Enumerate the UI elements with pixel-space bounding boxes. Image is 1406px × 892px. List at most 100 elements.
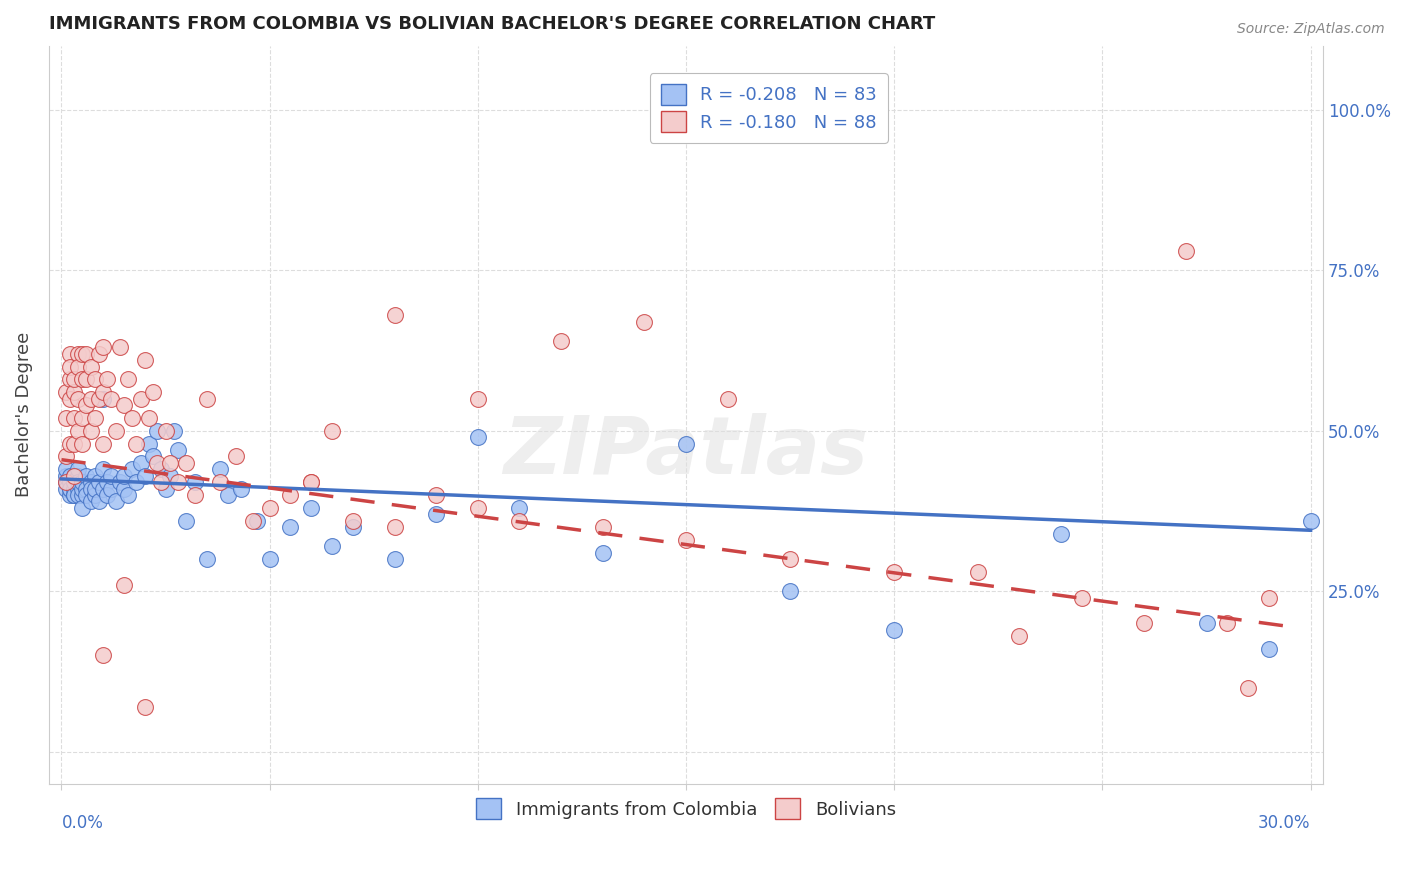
Point [208, 475, 231, 490]
Point [675, 436, 697, 450]
Point [87, 347, 110, 361]
Point [67, 347, 90, 361]
Point [79, 359, 101, 374]
Point [55, 482, 77, 496]
Point [59, 436, 82, 450]
Point [87, 392, 110, 406]
Point [91, 436, 114, 450]
Point [63, 468, 86, 483]
Point [183, 475, 205, 490]
Point [384, 308, 406, 322]
Point [163, 424, 186, 438]
Point [259, 552, 281, 566]
Point [384, 520, 406, 534]
Point [425, 488, 447, 502]
Point [59, 475, 82, 490]
Point [79, 475, 101, 490]
Text: 0.0%: 0.0% [62, 814, 103, 832]
Point [183, 488, 205, 502]
Point [883, 623, 905, 637]
Point [246, 514, 269, 528]
Point [1237, 681, 1260, 695]
Point [72, 475, 94, 490]
Point [63, 436, 86, 450]
Point [195, 392, 218, 406]
Point [779, 552, 801, 566]
Point [1008, 629, 1031, 643]
Point [100, 392, 122, 406]
Point [91, 385, 114, 400]
Point [467, 500, 489, 515]
Point [155, 482, 177, 496]
Point [508, 514, 530, 528]
Point [229, 482, 252, 496]
Point [146, 456, 169, 470]
Point [55, 411, 77, 425]
Point [134, 699, 156, 714]
Point [342, 520, 364, 534]
Point [96, 372, 118, 386]
Point [72, 482, 94, 496]
Point [883, 565, 905, 579]
Point [63, 468, 86, 483]
Point [129, 456, 152, 470]
Point [138, 411, 160, 425]
Point [242, 514, 264, 528]
Point [100, 468, 122, 483]
Point [134, 468, 156, 483]
Point [717, 392, 740, 406]
Point [592, 520, 614, 534]
Point [72, 500, 94, 515]
Point [142, 385, 165, 400]
Point [195, 552, 218, 566]
Point [1049, 526, 1071, 541]
Point [104, 494, 127, 508]
Point [79, 494, 101, 508]
Point [55, 385, 77, 400]
Point [67, 462, 90, 476]
Point [1299, 514, 1322, 528]
Point [75, 398, 97, 412]
Point [280, 520, 302, 534]
Point [299, 500, 322, 515]
Point [67, 488, 90, 502]
Point [79, 424, 101, 438]
Point [779, 584, 801, 599]
Point [142, 450, 165, 464]
Point [150, 462, 173, 476]
Text: Source: ZipAtlas.com: Source: ZipAtlas.com [1237, 22, 1385, 37]
Point [134, 353, 156, 368]
Point [96, 475, 118, 490]
Point [91, 392, 114, 406]
Point [108, 340, 131, 354]
Point [91, 482, 114, 496]
Text: ZIPatlas: ZIPatlas [503, 413, 869, 491]
Point [1258, 642, 1281, 657]
Point [75, 347, 97, 361]
Point [75, 482, 97, 496]
Point [59, 468, 82, 483]
Point [100, 482, 122, 496]
Point [104, 424, 127, 438]
Point [67, 392, 90, 406]
Y-axis label: Bachelor's Degree: Bachelor's Degree [15, 332, 32, 498]
Text: 30.0%: 30.0% [1258, 814, 1310, 832]
Point [425, 508, 447, 522]
Point [59, 392, 82, 406]
Point [59, 482, 82, 496]
Point [259, 500, 281, 515]
Point [675, 533, 697, 547]
Point [138, 436, 160, 450]
Point [63, 488, 86, 502]
Point [83, 482, 105, 496]
Point [321, 539, 343, 553]
Point [63, 488, 86, 502]
Point [59, 347, 82, 361]
Point [72, 372, 94, 386]
Point [67, 424, 90, 438]
Point [1258, 591, 1281, 605]
Point [72, 411, 94, 425]
Point [129, 392, 152, 406]
Point [112, 468, 135, 483]
Point [91, 462, 114, 476]
